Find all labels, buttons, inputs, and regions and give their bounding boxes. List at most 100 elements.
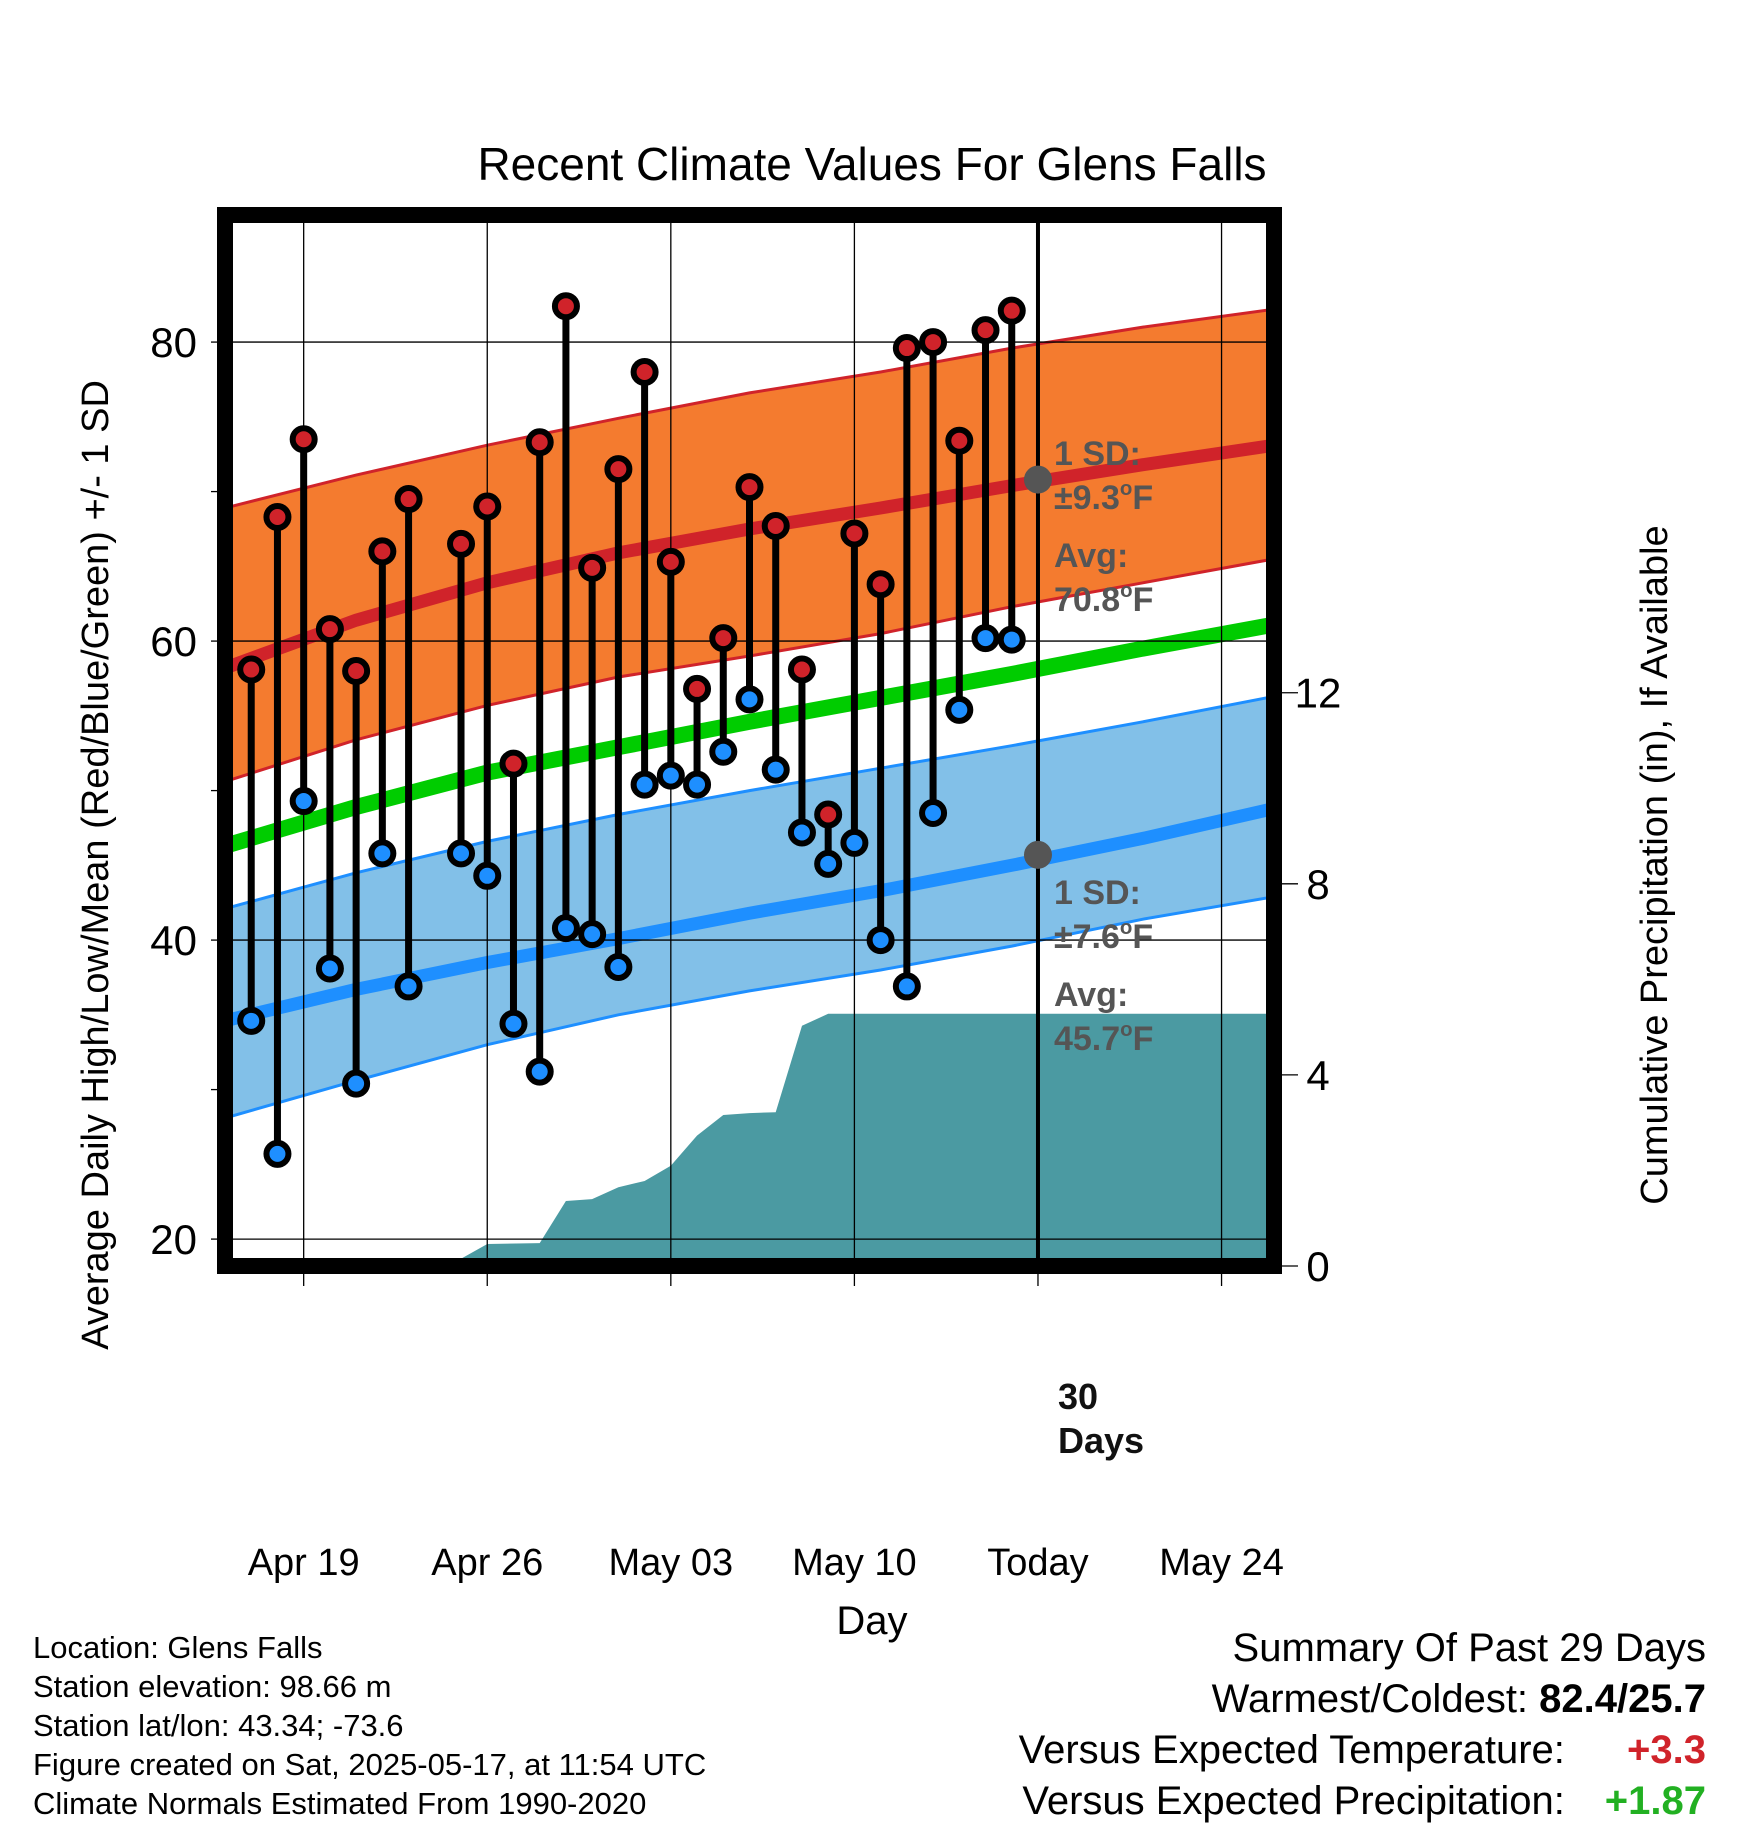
location-text: Location: Glens Falls <box>33 1630 323 1665</box>
high-temp-point <box>263 502 292 531</box>
low-avg-label-line2: 45.7oF <box>1054 1019 1153 1058</box>
high-temp-point <box>656 547 685 576</box>
high-avg-label-line1: Avg: <box>1054 537 1128 575</box>
low-temp-point <box>997 625 1026 654</box>
low-temp-point <box>315 954 344 983</box>
low-temp-point <box>578 920 607 949</box>
high-temp-point <box>237 655 266 684</box>
high-temp-point <box>840 519 869 548</box>
low-temp-point <box>840 828 869 857</box>
low-temp-point <box>525 1057 554 1086</box>
low-temp-point <box>342 1069 371 1098</box>
high-temp-point <box>997 296 1026 325</box>
low-temp-point <box>473 861 502 890</box>
days-label-line1: 30 <box>1058 1376 1098 1417</box>
low-temp-point <box>945 695 974 724</box>
high-sd-label-line1: 1 SD: <box>1054 435 1141 473</box>
station-info: Location: Glens Falls Station elevation:… <box>33 1628 706 1823</box>
created-text: Figure created on Sat, 2025-05-17, at 11… <box>33 1747 707 1782</box>
high-temp-point <box>735 473 764 502</box>
low-temp-point <box>289 787 318 816</box>
low-temp-point <box>263 1139 292 1168</box>
low-temp-point <box>551 914 580 943</box>
low-temp-point <box>499 1009 528 1038</box>
low-temp-point <box>447 839 476 868</box>
high-temp-point <box>473 492 502 521</box>
x-tick-label: May 24 <box>1159 1542 1284 1584</box>
y2-tick-label: 8 <box>1306 861 1329 908</box>
summary-panel: Summary Of Past 29 Days Warmest/Coldest:… <box>1019 1623 1706 1827</box>
chart-title: Recent Climate Values For Glens Falls <box>477 138 1266 190</box>
y-tick-label: 20 <box>150 1216 197 1263</box>
high-temp-point <box>289 425 318 454</box>
low-temp-point <box>919 799 948 828</box>
low-sd-lower-edge <box>225 895 1274 1120</box>
low-temp-point <box>237 1006 266 1035</box>
plot-frame <box>217 207 1282 1274</box>
low-temp-point <box>394 972 423 1001</box>
high-temp-point <box>683 674 712 703</box>
y2-tick-label: 0 <box>1306 1243 1329 1290</box>
high-temp-point <box>892 334 921 363</box>
today-high-avg-marker <box>1023 465 1052 494</box>
high-temp-point <box>578 553 607 582</box>
high-temp-point <box>342 656 371 685</box>
high-sd-label-line2: ±9.3oF <box>1054 478 1153 517</box>
low-temp-point <box>814 849 843 878</box>
low-temp-point <box>761 755 790 784</box>
x-axis-label: Day <box>836 1599 907 1643</box>
normal-mean-line <box>225 616 1274 854</box>
low-temp-point <box>735 685 764 714</box>
high-temp-point <box>551 292 580 321</box>
latlon-text: Station lat/lon: 43.34; -73.6 <box>33 1708 404 1743</box>
precip-row: Versus Expected Precipitation: +1.87 <box>1019 1776 1706 1827</box>
low-sd-upper-edge <box>225 694 1274 911</box>
low-temp-point <box>604 952 633 981</box>
plot-area <box>225 215 1274 1266</box>
high-temp-point <box>525 428 554 457</box>
high-temp-point <box>919 328 948 357</box>
y-axis-label: Average Daily High/Low/Mean (Red/Blue/Gr… <box>75 380 117 1350</box>
summary-title: Summary Of Past 29 Days <box>1232 1626 1706 1670</box>
high-temp-point <box>630 357 659 386</box>
x-tick-label: Today <box>987 1542 1088 1584</box>
low-avg-label-line1: Avg: <box>1054 976 1128 1014</box>
y-tick-label: 60 <box>150 618 197 665</box>
precip-label: Versus Expected Precipitation: <box>1022 1779 1565 1823</box>
low-temp-point <box>709 737 738 766</box>
temp-label: Versus Expected Temperature: <box>1018 1728 1565 1772</box>
x-tick-label: May 03 <box>609 1542 734 1584</box>
low-temp-point <box>892 972 921 1001</box>
warm-cold-label: Warmest/Coldest: <box>1211 1677 1529 1721</box>
low-temp-point <box>630 770 659 799</box>
y2-tick-label: 4 <box>1306 1052 1329 1099</box>
high-temp-point <box>971 316 1000 345</box>
warm-cold-row: Warmest/Coldest: 82.4/25.7 <box>1019 1674 1706 1725</box>
y2-tick-label: 12 <box>1295 670 1342 717</box>
high-temp-point <box>315 615 344 644</box>
normals-text: Climate Normals Estimated From 1990-2020 <box>33 1786 647 1821</box>
warm-cold-value: 82.4/25.7 <box>1539 1677 1706 1721</box>
x-tick-label: Apr 19 <box>248 1542 360 1584</box>
high-temp-point <box>761 511 790 540</box>
today-low-avg-marker <box>1023 840 1052 869</box>
elevation-text: Station elevation: 98.66 m <box>33 1669 392 1704</box>
high-temp-point <box>394 485 423 514</box>
precip-area <box>225 1013 1274 1266</box>
y2-axis-label: Cumulative Precipitation (in), If Availa… <box>1634 525 1676 1204</box>
high-temp-point <box>945 426 974 455</box>
x-tick-label: Apr 26 <box>431 1542 543 1584</box>
low-temp-point <box>656 761 685 790</box>
high-temp-point <box>368 537 397 566</box>
low-temp-point <box>683 770 712 799</box>
high-sd-upper-edge <box>225 307 1274 510</box>
x-tick-label: May 10 <box>792 1542 917 1584</box>
precip-value: +1.87 <box>1604 1779 1706 1823</box>
low-temp-point <box>787 818 816 847</box>
high-temp-point <box>499 749 528 778</box>
y-tick-label: 80 <box>150 319 197 366</box>
low-temp-point <box>866 926 895 955</box>
low-temp-point <box>971 624 1000 653</box>
high-temp-point <box>866 570 895 599</box>
